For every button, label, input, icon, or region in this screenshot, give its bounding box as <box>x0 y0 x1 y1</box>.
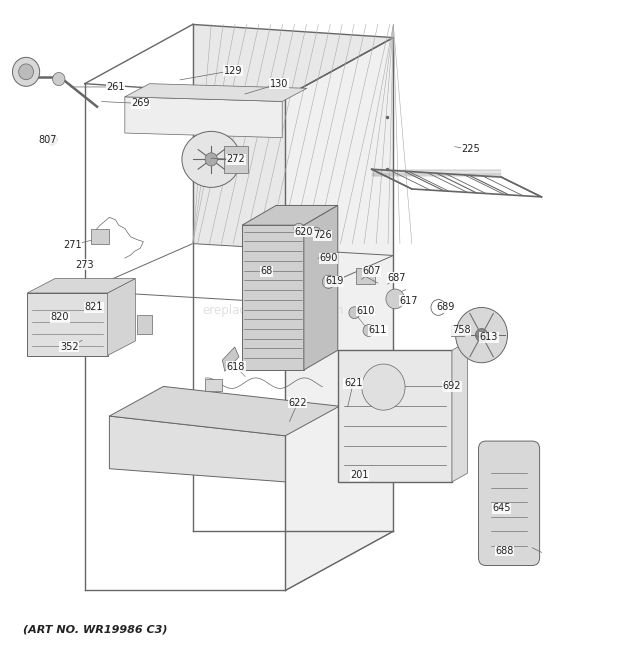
Text: (ART NO. WR19986 C3): (ART NO. WR19986 C3) <box>23 625 167 635</box>
Text: 225: 225 <box>461 145 480 155</box>
Bar <box>224 146 248 173</box>
Bar <box>136 315 152 334</box>
Text: 607: 607 <box>363 266 381 276</box>
Bar <box>27 293 107 356</box>
Polygon shape <box>125 84 307 101</box>
Text: 622: 622 <box>288 398 307 408</box>
Ellipse shape <box>182 132 241 187</box>
Text: 820: 820 <box>51 313 69 323</box>
Text: 201: 201 <box>350 471 369 481</box>
Text: 690: 690 <box>319 253 338 263</box>
Circle shape <box>12 58 40 87</box>
Text: 271: 271 <box>63 240 82 250</box>
Circle shape <box>294 223 304 234</box>
Bar <box>91 229 109 244</box>
Text: 129: 129 <box>224 65 242 75</box>
Text: 689: 689 <box>436 303 455 313</box>
Text: 692: 692 <box>443 381 461 391</box>
Polygon shape <box>125 97 282 137</box>
Text: 618: 618 <box>227 362 245 371</box>
Text: 619: 619 <box>326 276 344 286</box>
Text: 273: 273 <box>76 260 94 270</box>
Polygon shape <box>193 24 393 255</box>
Text: ereplacementparts.com: ereplacementparts.com <box>202 304 343 317</box>
Polygon shape <box>242 206 338 225</box>
Polygon shape <box>223 347 239 371</box>
Text: 130: 130 <box>270 79 288 89</box>
Polygon shape <box>285 38 393 590</box>
Polygon shape <box>109 387 339 436</box>
Text: 758: 758 <box>452 325 471 336</box>
Text: 611: 611 <box>369 325 387 336</box>
Text: 821: 821 <box>85 303 103 313</box>
Polygon shape <box>304 206 338 370</box>
Circle shape <box>47 134 57 145</box>
Text: 621: 621 <box>344 378 363 388</box>
Text: 687: 687 <box>387 273 405 283</box>
Circle shape <box>386 289 404 309</box>
Circle shape <box>363 325 374 336</box>
Text: 726: 726 <box>313 230 332 240</box>
Text: 261: 261 <box>106 82 125 92</box>
Polygon shape <box>27 278 135 293</box>
Polygon shape <box>452 342 467 482</box>
Circle shape <box>322 275 335 288</box>
Text: 613: 613 <box>480 332 498 342</box>
Text: 620: 620 <box>294 227 313 237</box>
Bar <box>242 225 304 370</box>
Circle shape <box>362 364 405 410</box>
Circle shape <box>19 64 33 80</box>
Circle shape <box>476 329 488 342</box>
Text: 610: 610 <box>356 306 374 316</box>
Circle shape <box>312 227 321 237</box>
Bar <box>356 268 375 284</box>
Circle shape <box>205 153 218 166</box>
Text: 617: 617 <box>399 296 418 306</box>
Circle shape <box>53 73 65 86</box>
Circle shape <box>456 307 508 363</box>
Bar <box>205 379 223 391</box>
Text: 269: 269 <box>131 98 149 108</box>
Text: 688: 688 <box>495 546 513 556</box>
Text: 68: 68 <box>260 266 273 276</box>
Bar <box>451 325 464 336</box>
Text: 352: 352 <box>60 342 79 352</box>
FancyBboxPatch shape <box>479 441 539 565</box>
Text: 272: 272 <box>226 155 246 165</box>
Bar <box>338 350 452 482</box>
Text: 807: 807 <box>38 135 57 145</box>
Polygon shape <box>109 416 285 482</box>
Polygon shape <box>107 278 135 356</box>
Circle shape <box>349 307 360 319</box>
Text: 645: 645 <box>492 503 511 513</box>
